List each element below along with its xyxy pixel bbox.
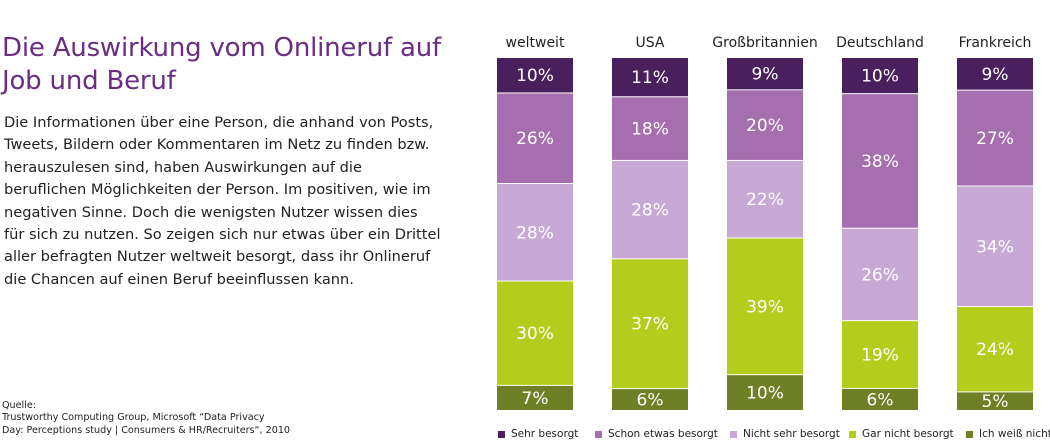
article-body: Die Informationen über eine Person, die …	[4, 114, 441, 288]
bar-segment	[842, 94, 918, 228]
title-line-1: Die Auswirkung vom Onlineruf auf	[2, 33, 441, 63]
title-line-2: Job und Beruf	[2, 66, 176, 96]
data-label: 7%	[522, 389, 549, 409]
data-label: 19%	[861, 346, 899, 366]
legend-label: Schon etwas besorgt	[608, 428, 718, 440]
bar-segment	[842, 388, 918, 410]
bar-segment	[842, 321, 918, 388]
bar-segment	[727, 160, 803, 238]
data-label: 27%	[976, 129, 1014, 149]
bar-segment	[957, 307, 1033, 392]
legend-label: Nicht sehr besorgt	[743, 428, 840, 440]
category-label: Deutschland	[836, 35, 924, 51]
data-label: 9%	[982, 65, 1009, 85]
legend-item: Schon etwas besorgt	[595, 428, 718, 440]
source-line-2: Day: Perceptions study | Consumers & HR/…	[2, 424, 291, 436]
bar-segment	[842, 228, 918, 321]
bar-segment	[727, 375, 803, 410]
bar-segment	[612, 58, 688, 97]
data-label: 5%	[982, 392, 1009, 412]
legend-label: Sehr besorgt	[511, 428, 579, 440]
legend-item: Ich weiß nicht	[966, 428, 1050, 440]
bar-segment	[957, 392, 1033, 410]
data-label: 6%	[867, 390, 894, 410]
category-label: Frankreich	[959, 35, 1032, 51]
data-label: 37%	[631, 315, 669, 335]
bar-segment	[957, 58, 1033, 90]
bar-segment	[957, 90, 1033, 186]
legend-swatch	[849, 430, 856, 438]
data-label: 10%	[746, 384, 784, 404]
data-label: 26%	[861, 265, 899, 285]
legend-item: Sehr besorgt	[498, 428, 578, 440]
bar-segment	[612, 389, 688, 410]
data-label: 39%	[746, 297, 784, 317]
data-label: 34%	[976, 237, 1014, 257]
bar-segment	[612, 259, 688, 389]
data-label: 10%	[516, 66, 554, 86]
legend-swatch	[498, 430, 505, 438]
bar-segment	[727, 90, 803, 160]
data-label: 24%	[976, 340, 1014, 360]
category-label: Großbritannien	[712, 35, 817, 51]
data-label: 20%	[746, 116, 784, 136]
data-label: 38%	[861, 152, 899, 172]
bar-segment	[497, 184, 573, 281]
chart-legend: Sehr besorgt Schon etwas besorgt Nicht seh…	[498, 428, 1050, 442]
category-label: weltweit	[506, 35, 565, 51]
data-label: 9%	[752, 65, 779, 85]
bar-segment	[727, 238, 803, 375]
source-note: Quelle: Trustworthy Computing Group, Mic…	[2, 400, 462, 437]
bar-segment	[612, 160, 688, 259]
legend-swatch	[595, 430, 602, 438]
bar-segment	[842, 58, 918, 94]
data-label: 28%	[516, 223, 554, 243]
data-label: 18%	[631, 120, 669, 140]
bar-segment	[957, 186, 1033, 307]
bar-segment	[727, 58, 803, 90]
data-label: 22%	[746, 190, 784, 210]
data-label: 11%	[631, 68, 669, 88]
bar-segment	[497, 385, 573, 410]
category-label: USA	[636, 35, 665, 51]
data-label: 28%	[631, 201, 669, 221]
legend-swatch	[730, 430, 737, 438]
data-label: 6%	[637, 391, 664, 411]
legend-item: Nicht sehr besorgt	[730, 428, 840, 440]
bar-segment	[497, 93, 573, 184]
legend-label: Ich weiß nicht	[979, 428, 1050, 440]
data-label: 26%	[516, 129, 554, 149]
data-label: 10%	[861, 67, 899, 87]
legend-label: Gar nicht besorgt	[862, 428, 954, 440]
source-label: Quelle:	[2, 400, 36, 411]
legend-swatch	[966, 430, 973, 438]
bar-segment	[497, 58, 573, 93]
data-label: 30%	[516, 324, 554, 344]
bar-segment	[497, 281, 573, 385]
source-line-1: Trustworthy Computing Group, Microsoft “…	[2, 412, 265, 424]
page-title: Die Auswirkung vom Onlineruf auf Job und…	[2, 32, 462, 98]
legend-item: Gar nicht besorgt	[849, 428, 954, 440]
bar-segment	[612, 97, 688, 160]
